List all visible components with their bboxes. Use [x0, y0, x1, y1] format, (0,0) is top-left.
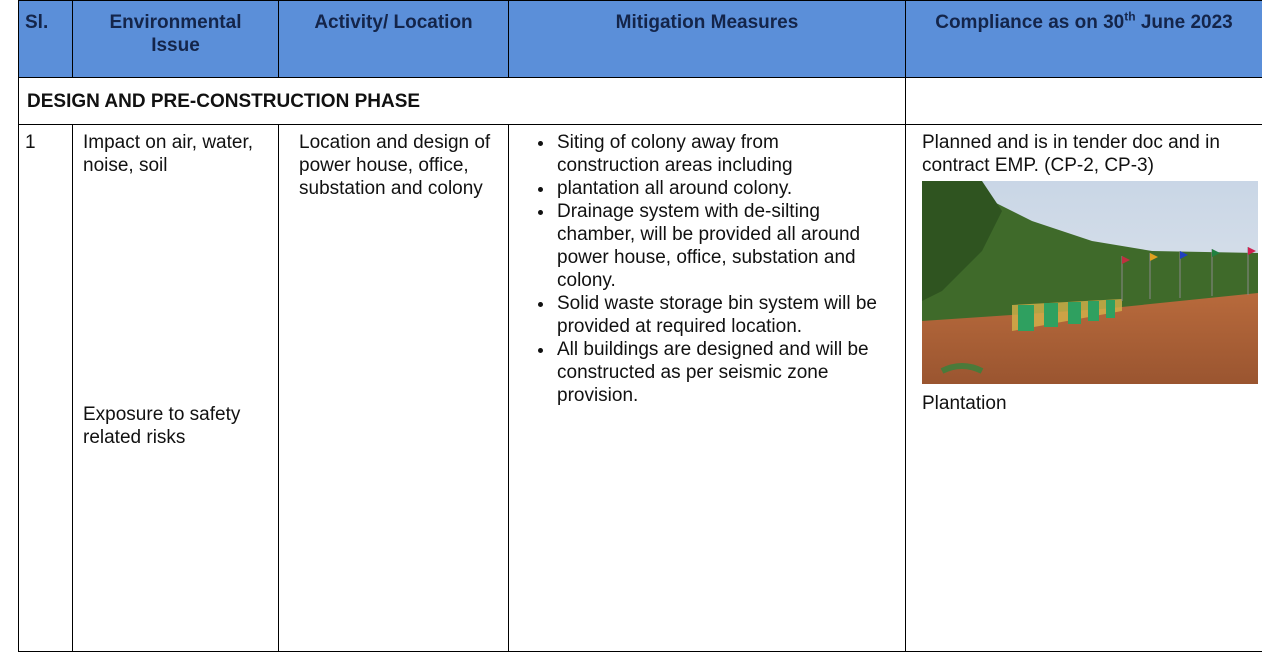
compliance-text: Planned and is in tender doc and in cont… — [922, 132, 1220, 176]
header-cell: Environmental Issue — [72, 0, 279, 78]
issue: Impact on air, water, noise, soil — [83, 132, 254, 176]
measure: Solid waste storage bin system will be p… — [555, 292, 879, 338]
measure: plantation all around colony. — [555, 177, 879, 200]
header-cell: Sl. — [18, 0, 73, 78]
section-row: DESIGN AND PRE-CONSTRUCTION PHASE — [18, 77, 1262, 125]
issue-cell: Impact on air, water, noise, soil Exposu… — [72, 124, 279, 652]
activity-cell: Location and design of power house, offi… — [278, 124, 509, 652]
table-wrap: Sl. Environmental Issue Activity/ Locati… — [18, 0, 1262, 652]
header-text: Compliance as on 30 — [935, 12, 1125, 33]
compliance-cell: Planned and is in tender doc and in cont… — [905, 124, 1262, 652]
issue: Exposure to safety related risks — [83, 404, 241, 448]
empty-cell — [905, 77, 1262, 125]
measure: Drainage system with de-silting chamber,… — [555, 200, 879, 292]
header-text: June 2023 — [1135, 12, 1233, 33]
measure: Siting of colony away from construction … — [555, 131, 879, 177]
section-cell: DESIGN AND PRE-CONSTRUCTION PHASE — [18, 77, 906, 125]
superscript: th — [1124, 9, 1136, 24]
measures-list: Siting of colony away from construction … — [533, 131, 879, 407]
measure: All buildings are designed and will be c… — [555, 338, 879, 407]
header-cell: Compliance as on 30th June 2023 — [905, 0, 1262, 78]
data-row: 1 Impact on air, water, noise, soil Expo… — [18, 124, 1262, 652]
measures-cell: Siting of colony away from construction … — [508, 124, 906, 652]
header-cell: Mitigation Measures — [508, 0, 906, 78]
sl-cell: 1 — [18, 124, 73, 652]
header-row: Sl. Environmental Issue Activity/ Locati… — [18, 0, 1262, 78]
photo-caption: Plantation — [922, 393, 1007, 414]
compliance-table: Sl. Environmental Issue Activity/ Locati… — [18, 0, 1262, 652]
plantation-photo — [922, 181, 1258, 384]
header-cell: Activity/ Location — [278, 0, 509, 78]
